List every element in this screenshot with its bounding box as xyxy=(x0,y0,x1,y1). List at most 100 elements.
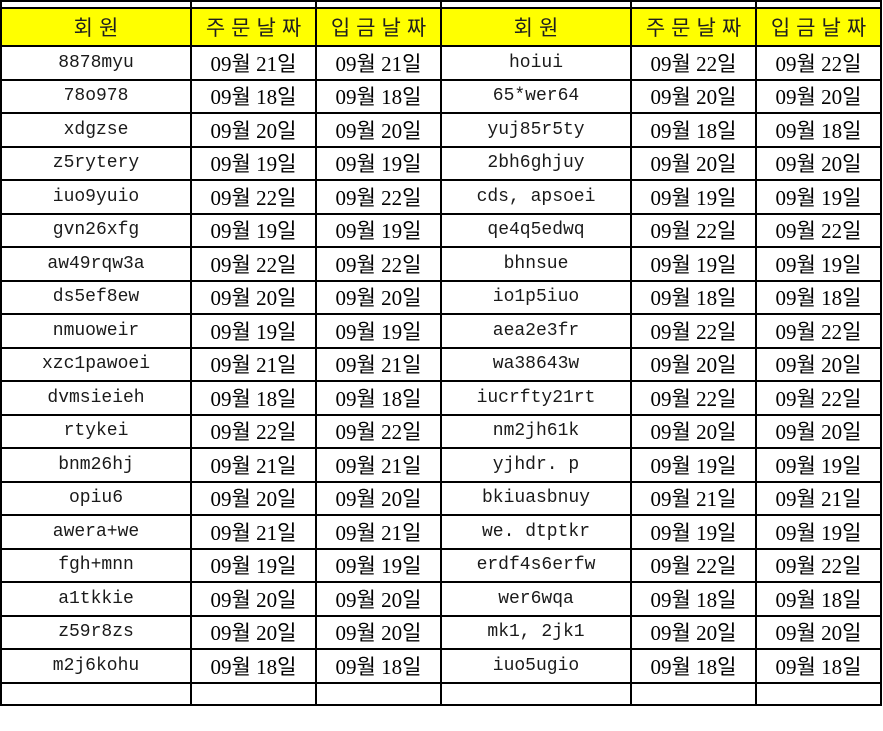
order-date-cell[interactable]: 09월 18일 xyxy=(190,78,317,114)
deposit-date-cell[interactable]: 09월 19일 xyxy=(755,246,882,282)
deposit-date-cell[interactable]: 09월 19일 xyxy=(755,447,882,483)
order-date-cell[interactable]: 09월 18일 xyxy=(630,581,757,617)
order-date-cell[interactable]: 09월 22일 xyxy=(630,547,757,583)
order-date-cell[interactable]: 09월 20일 xyxy=(630,413,757,449)
member-cell[interactable]: qe4q5edwq xyxy=(440,212,632,248)
deposit-date-cell[interactable]: 09월 18일 xyxy=(315,648,442,684)
column-header-deposit-date[interactable]: 입금날짜 xyxy=(755,7,882,47)
deposit-date-cell[interactable]: 09월 19일 xyxy=(315,145,442,181)
deposit-date-cell[interactable]: 09월 18일 xyxy=(755,581,882,617)
empty-cell[interactable] xyxy=(0,681,192,706)
empty-cell[interactable] xyxy=(190,681,317,706)
empty-cell[interactable] xyxy=(0,0,192,9)
order-date-cell[interactable]: 09월 18일 xyxy=(630,112,757,148)
order-date-cell[interactable]: 09월 19일 xyxy=(630,447,757,483)
empty-cell[interactable] xyxy=(440,681,632,706)
member-cell[interactable]: 78o978 xyxy=(0,78,192,114)
order-date-cell[interactable]: 09월 22일 xyxy=(190,246,317,282)
order-date-cell[interactable]: 09월 22일 xyxy=(190,179,317,215)
member-cell[interactable]: iuo9yuio xyxy=(0,179,192,215)
deposit-date-cell[interactable]: 09월 20일 xyxy=(755,614,882,650)
member-cell[interactable]: bnm26hj xyxy=(0,447,192,483)
deposit-date-cell[interactable]: 09월 21일 xyxy=(315,45,442,81)
empty-cell[interactable] xyxy=(630,681,757,706)
deposit-date-cell[interactable]: 09월 20일 xyxy=(755,78,882,114)
deposit-date-cell[interactable]: 09월 22일 xyxy=(315,179,442,215)
column-header-order-date[interactable]: 주문날짜 xyxy=(190,7,317,47)
order-date-cell[interactable]: 09월 21일 xyxy=(190,447,317,483)
empty-cell[interactable] xyxy=(315,681,442,706)
order-date-cell[interactable]: 09월 20일 xyxy=(190,614,317,650)
order-date-cell[interactable]: 09월 19일 xyxy=(630,514,757,550)
empty-cell[interactable] xyxy=(440,0,632,9)
order-date-cell[interactable]: 09월 20일 xyxy=(630,346,757,382)
member-cell[interactable]: aw49rqw3a xyxy=(0,246,192,282)
deposit-date-cell[interactable]: 09월 19일 xyxy=(755,514,882,550)
member-cell[interactable]: 2bh6ghjuy xyxy=(440,145,632,181)
order-date-cell[interactable]: 09월 19일 xyxy=(190,547,317,583)
member-cell[interactable]: cds, apsoei xyxy=(440,179,632,215)
order-date-cell[interactable]: 09월 22일 xyxy=(630,380,757,416)
order-date-cell[interactable]: 09월 21일 xyxy=(190,346,317,382)
member-cell[interactable]: yjhdr. p xyxy=(440,447,632,483)
member-cell[interactable]: we. dtptkr xyxy=(440,514,632,550)
deposit-date-cell[interactable]: 09월 21일 xyxy=(315,514,442,550)
deposit-date-cell[interactable]: 09월 21일 xyxy=(315,447,442,483)
order-date-cell[interactable]: 09월 18일 xyxy=(190,648,317,684)
deposit-date-cell[interactable]: 09월 19일 xyxy=(315,313,442,349)
order-date-cell[interactable]: 09월 21일 xyxy=(190,45,317,81)
deposit-date-cell[interactable]: 09월 19일 xyxy=(315,547,442,583)
member-cell[interactable]: xdgzse xyxy=(0,112,192,148)
member-cell[interactable]: z59r8zs xyxy=(0,614,192,650)
order-date-cell[interactable]: 09월 19일 xyxy=(190,313,317,349)
member-cell[interactable]: awera+we xyxy=(0,514,192,550)
empty-cell[interactable] xyxy=(315,0,442,9)
member-cell[interactable]: mk1, 2jk1 xyxy=(440,614,632,650)
empty-cell[interactable] xyxy=(630,0,757,9)
member-cell[interactable]: hoiui xyxy=(440,45,632,81)
member-cell[interactable]: io1p5iuo xyxy=(440,279,632,315)
deposit-date-cell[interactable]: 09월 22일 xyxy=(315,246,442,282)
order-date-cell[interactable]: 09월 18일 xyxy=(630,279,757,315)
deposit-date-cell[interactable]: 09월 20일 xyxy=(315,581,442,617)
member-cell[interactable]: erdf4s6erfw xyxy=(440,547,632,583)
empty-cell[interactable] xyxy=(755,0,882,9)
member-cell[interactable]: z5rytery xyxy=(0,145,192,181)
member-cell[interactable]: nm2jh61k xyxy=(440,413,632,449)
member-cell[interactable]: xzc1pawoei xyxy=(0,346,192,382)
order-date-cell[interactable]: 09월 20일 xyxy=(190,112,317,148)
member-cell[interactable]: yuj85r5ty xyxy=(440,112,632,148)
member-cell[interactable]: fgh+mnn xyxy=(0,547,192,583)
member-cell[interactable]: bkiuasbnuy xyxy=(440,480,632,516)
deposit-date-cell[interactable]: 09월 18일 xyxy=(315,380,442,416)
deposit-date-cell[interactable]: 09월 19일 xyxy=(755,179,882,215)
member-cell[interactable]: 8878myu xyxy=(0,45,192,81)
deposit-date-cell[interactable]: 09월 22일 xyxy=(755,380,882,416)
deposit-date-cell[interactable]: 09월 21일 xyxy=(755,480,882,516)
order-date-cell[interactable]: 09월 19일 xyxy=(630,179,757,215)
member-cell[interactable]: wa38643w xyxy=(440,346,632,382)
order-date-cell[interactable]: 09월 22일 xyxy=(630,45,757,81)
deposit-date-cell[interactable]: 09월 20일 xyxy=(755,145,882,181)
member-cell[interactable]: bhnsue xyxy=(440,246,632,282)
empty-cell[interactable] xyxy=(755,681,882,706)
deposit-date-cell[interactable]: 09월 18일 xyxy=(315,78,442,114)
order-date-cell[interactable]: 09월 20일 xyxy=(190,581,317,617)
deposit-date-cell[interactable]: 09월 18일 xyxy=(755,279,882,315)
member-cell[interactable]: rtykei xyxy=(0,413,192,449)
member-cell[interactable]: 65*wer64 xyxy=(440,78,632,114)
column-header-deposit-date[interactable]: 입금날짜 xyxy=(315,7,442,47)
deposit-date-cell[interactable]: 09월 22일 xyxy=(755,547,882,583)
deposit-date-cell[interactable]: 09월 19일 xyxy=(315,212,442,248)
order-date-cell[interactable]: 09월 21일 xyxy=(190,514,317,550)
member-cell[interactable]: gvn26xfg xyxy=(0,212,192,248)
order-date-cell[interactable]: 09월 22일 xyxy=(630,212,757,248)
member-cell[interactable]: opiu6 xyxy=(0,480,192,516)
member-cell[interactable]: iuo5ugio xyxy=(440,648,632,684)
deposit-date-cell[interactable]: 09월 20일 xyxy=(315,614,442,650)
deposit-date-cell[interactable]: 09월 22일 xyxy=(755,45,882,81)
deposit-date-cell[interactable]: 09월 20일 xyxy=(755,346,882,382)
order-date-cell[interactable]: 09월 22일 xyxy=(190,413,317,449)
order-date-cell[interactable]: 09월 20일 xyxy=(630,614,757,650)
column-header-member[interactable]: 회원 xyxy=(440,7,632,47)
